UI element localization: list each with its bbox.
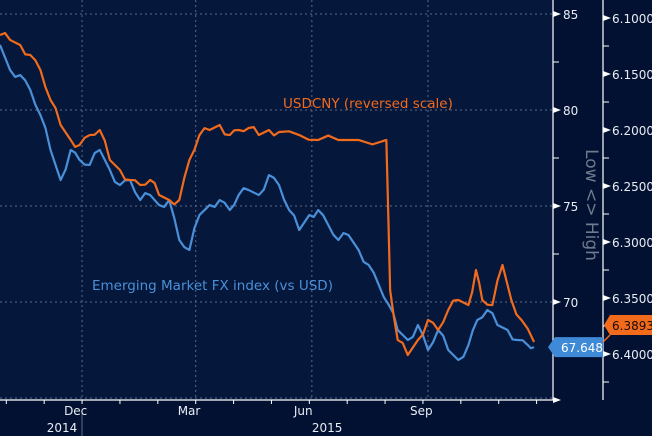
left-tick-label: 75 — [563, 200, 578, 214]
left-tick-arrow — [553, 203, 561, 209]
right-tick-label: 6.3000 — [612, 236, 652, 250]
right-tick-label: 6.1000 — [612, 12, 652, 26]
em-fx-last-value: 67.648 — [561, 341, 603, 355]
right-axis-label: Low <> High — [581, 149, 601, 261]
last-value-badges: 67.648 6.3893 — [548, 315, 652, 358]
x-tick-label: Dec — [64, 404, 87, 418]
x-tick-label: Mar — [178, 404, 201, 418]
x-tick-label: Jun — [293, 404, 313, 418]
right-tick-arrow — [603, 127, 611, 133]
left-tick-label: 70 — [563, 296, 578, 310]
right-tick-label: 6.4000 — [612, 348, 652, 362]
tick-labels: 85 80 75 70 6.1000 6.1500 6.2000 6.2500 6.3000 6.… — [47, 8, 652, 435]
left-tick-arrow — [553, 299, 561, 305]
year-label: 2014 — [47, 421, 78, 435]
axes — [0, 0, 611, 436]
usdcny-badge-connector — [602, 334, 611, 343]
usdcny-annotation: USDCNY (reversed scale) — [283, 96, 453, 112]
usdcny-last-value: 6.3893 — [612, 319, 652, 333]
usdcny-line — [0, 31, 536, 357]
right-tick-arrow — [603, 239, 611, 245]
right-tick-arrow — [603, 295, 611, 301]
year-label: 2015 — [312, 421, 343, 435]
left-tick-arrow — [553, 107, 561, 113]
left-tick-label: 80 — [563, 104, 578, 118]
x-tick-label: Sep — [410, 404, 433, 418]
em-fx-annotation: Emerging Market FX index (vs USD) — [92, 278, 333, 294]
em-fx-index-line — [0, 44, 535, 362]
left-tick-arrow — [553, 11, 561, 17]
plot-area — [0, 0, 553, 400]
em-fx-last-value-badge — [548, 337, 603, 358]
left-tick-arrow — [553, 397, 561, 403]
right-tick-label: 6.3500 — [612, 292, 652, 306]
right-tick-label: 6.2000 — [612, 124, 652, 138]
series-lines — [0, 31, 536, 362]
left-tick-label: 85 — [563, 8, 578, 22]
right-tick-arrow — [603, 71, 611, 77]
right-tick-arrow — [603, 183, 611, 189]
right-tick-arrow — [603, 15, 611, 21]
right-tick-label: 6.2500 — [612, 180, 652, 194]
right-tick-arrow — [603, 351, 611, 357]
right-tick-label: 6.1500 — [612, 68, 652, 82]
usdcny-last-value-badge — [604, 315, 652, 335]
